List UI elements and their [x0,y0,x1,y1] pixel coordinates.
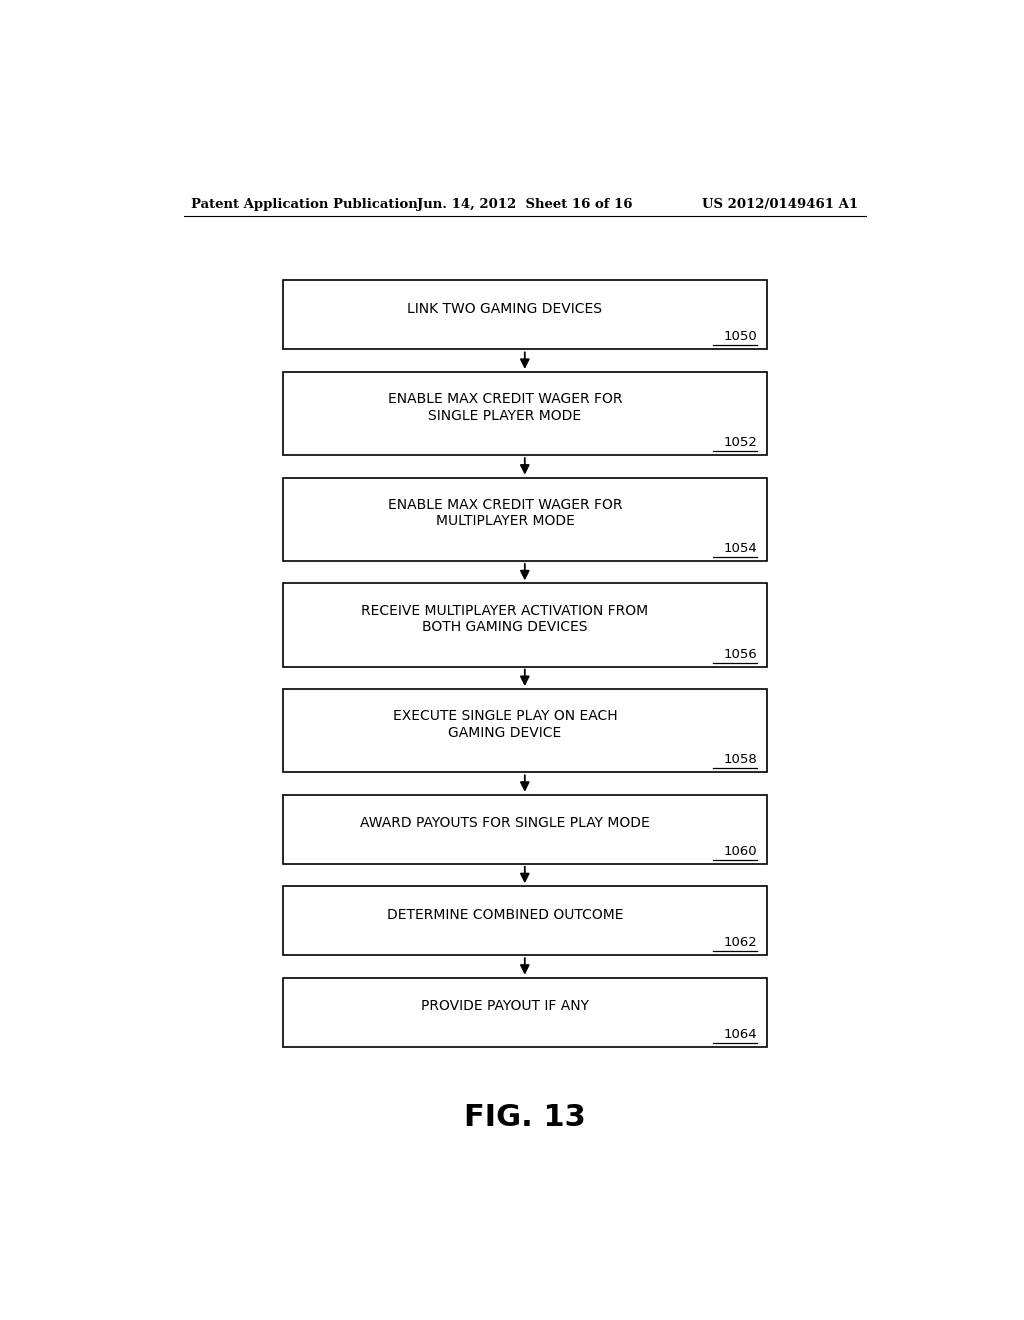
Text: PROVIDE PAYOUT IF ANY: PROVIDE PAYOUT IF ANY [421,999,589,1012]
Text: ENABLE MAX CREDIT WAGER FOR
SINGLE PLAYER MODE: ENABLE MAX CREDIT WAGER FOR SINGLE PLAYE… [388,392,623,422]
Text: 1062: 1062 [724,936,758,949]
Text: LINK TWO GAMING DEVICES: LINK TWO GAMING DEVICES [408,302,602,315]
Text: DETERMINE COMBINED OUTCOME: DETERMINE COMBINED OUTCOME [387,908,624,921]
Bar [283,478,767,561]
Text: US 2012/0149461 A1: US 2012/0149461 A1 [702,198,858,211]
Text: AWARD PAYOUTS FOR SINGLE PLAY MODE: AWARD PAYOUTS FOR SINGLE PLAY MODE [360,816,650,830]
Text: RECEIVE MULTIPLAYER ACTIVATION FROM
BOTH GAMING DEVICES: RECEIVE MULTIPLAYER ACTIVATION FROM BOTH… [361,603,648,634]
Text: 1056: 1056 [724,648,758,660]
Text: 1060: 1060 [724,845,758,858]
Text: 1054: 1054 [724,541,758,554]
Text: Jun. 14, 2012  Sheet 16 of 16: Jun. 14, 2012 Sheet 16 of 16 [417,198,633,211]
Text: 1050: 1050 [724,330,758,343]
Text: Patent Application Publication: Patent Application Publication [191,198,418,211]
Bar [283,280,767,350]
Text: EXECUTE SINGLE PLAY ON EACH
GAMING DEVICE: EXECUTE SINGLE PLAY ON EACH GAMING DEVIC… [392,709,617,739]
Text: 1058: 1058 [724,754,758,766]
Bar [283,689,767,772]
Bar [283,372,767,455]
Bar [283,978,767,1047]
Bar [283,886,767,956]
Bar [283,795,767,863]
Text: FIG. 13: FIG. 13 [464,1102,586,1131]
Text: 1052: 1052 [723,436,758,449]
Text: 1064: 1064 [724,1028,758,1040]
Bar [283,583,767,667]
Text: ENABLE MAX CREDIT WAGER FOR
MULTIPLAYER MODE: ENABLE MAX CREDIT WAGER FOR MULTIPLAYER … [388,498,623,528]
